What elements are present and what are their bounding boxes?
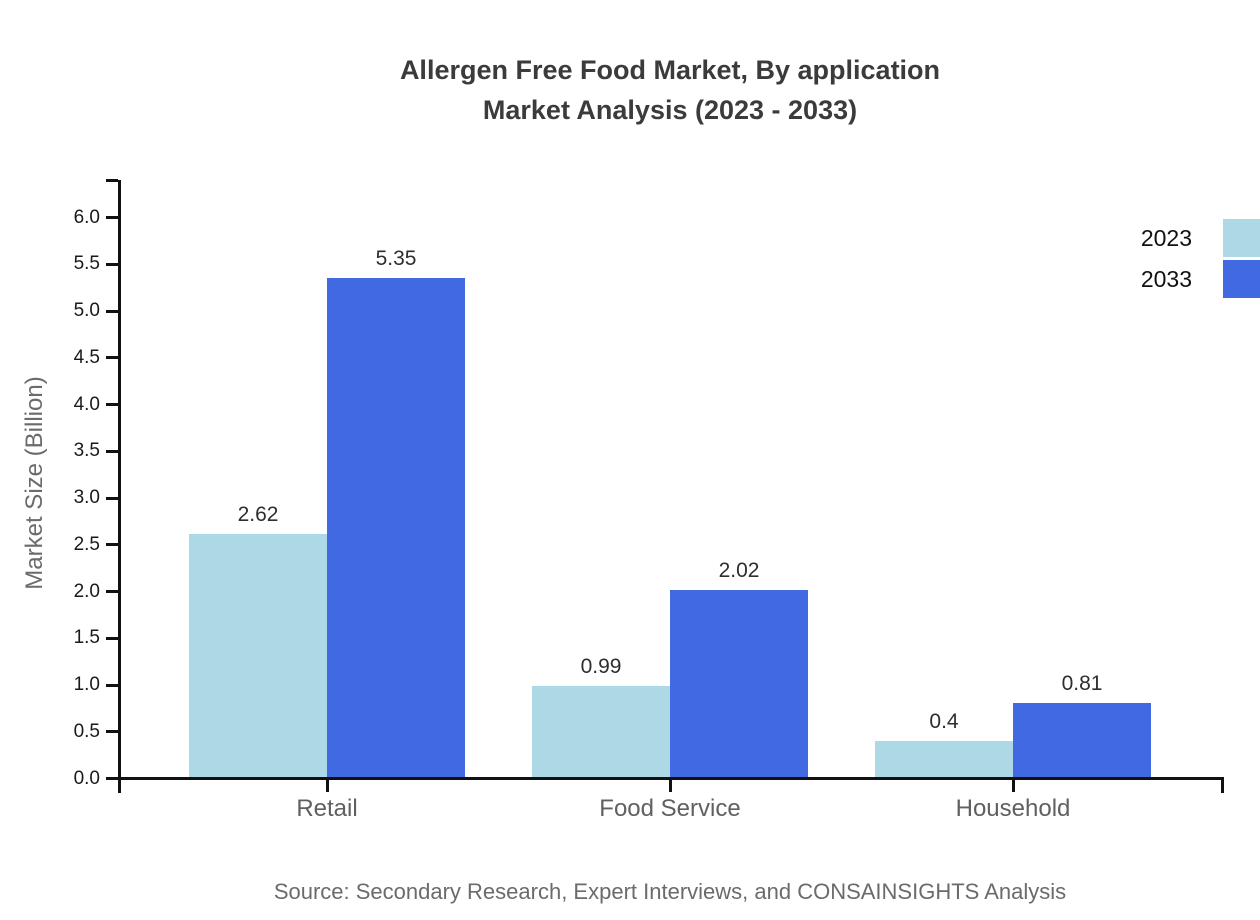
bar [1013,702,1151,777]
y-tick [106,496,119,500]
y-tick-label: 4.5 [73,346,100,368]
y-axis-end-cap [106,179,118,182]
y-axis-line [118,180,121,793]
x-tick [325,780,329,792]
y-tick [106,309,119,313]
x-tick [668,780,672,792]
bar-value-label: 5.35 [375,247,417,271]
y-tick-label: 3.5 [73,440,100,462]
y-tick-label: 6.0 [73,206,100,228]
bar [189,533,327,777]
y-tick [106,216,119,219]
bar-value-label: 0.99 [580,654,622,678]
y-tick [106,730,119,734]
chart-title-line2: Market Analysis (2023 - 2033) [482,95,858,125]
y-tick-label: 3.0 [73,487,100,508]
legend-swatch [1223,219,1260,257]
y-tick-label: 2.5 [73,533,100,555]
bar-value-label: 0.4 [929,710,959,734]
bar [327,278,465,777]
y-tick [106,590,119,593]
bar-value-label: 2.62 [237,502,279,526]
y-tick-label: 0.0 [73,767,100,789]
y-tick-label: 2.0 [73,580,100,602]
x-category-label: Household [955,795,1071,822]
y-tick [106,543,119,547]
legend-label: 2033 [1140,265,1192,292]
y-tick-label: 0.5 [73,720,100,742]
y-tick [106,262,119,266]
y-tick [106,449,119,453]
y-tick [106,636,119,640]
y-tick [106,683,119,687]
x-tick [1011,780,1015,792]
y-tick-label: 5.5 [73,253,100,275]
bar-value-label: 0.81 [1061,671,1103,695]
x-axis-line [118,777,1224,780]
bar [670,589,808,777]
y-axis-title: Market Size (Billion) [21,376,48,590]
x-category-label: Food Service [599,795,741,822]
legend-label: 2023 [1140,225,1192,251]
chart-title: Allergen Free Food Market, By applicatio… [118,50,1222,130]
y-tick-label: 4.0 [73,393,100,415]
bar-value-label: 2.02 [718,558,760,582]
y-tick-label: 5.0 [73,300,100,321]
bar [875,741,1013,777]
chart-title-line1: Allergen Free Food Market, By applicatio… [399,55,941,85]
x-axis-end-cap [1221,777,1224,793]
legend-swatch [1223,260,1260,298]
x-category-label: Retail [296,795,358,822]
source-text: Source: Secondary Research, Expert Inter… [273,879,1067,904]
bar [532,685,670,777]
y-tick [106,777,119,780]
y-tick [106,356,119,360]
y-tick-label: 1.5 [73,627,100,649]
y-tick [106,403,119,406]
y-tick-label: 1.0 [73,674,100,695]
